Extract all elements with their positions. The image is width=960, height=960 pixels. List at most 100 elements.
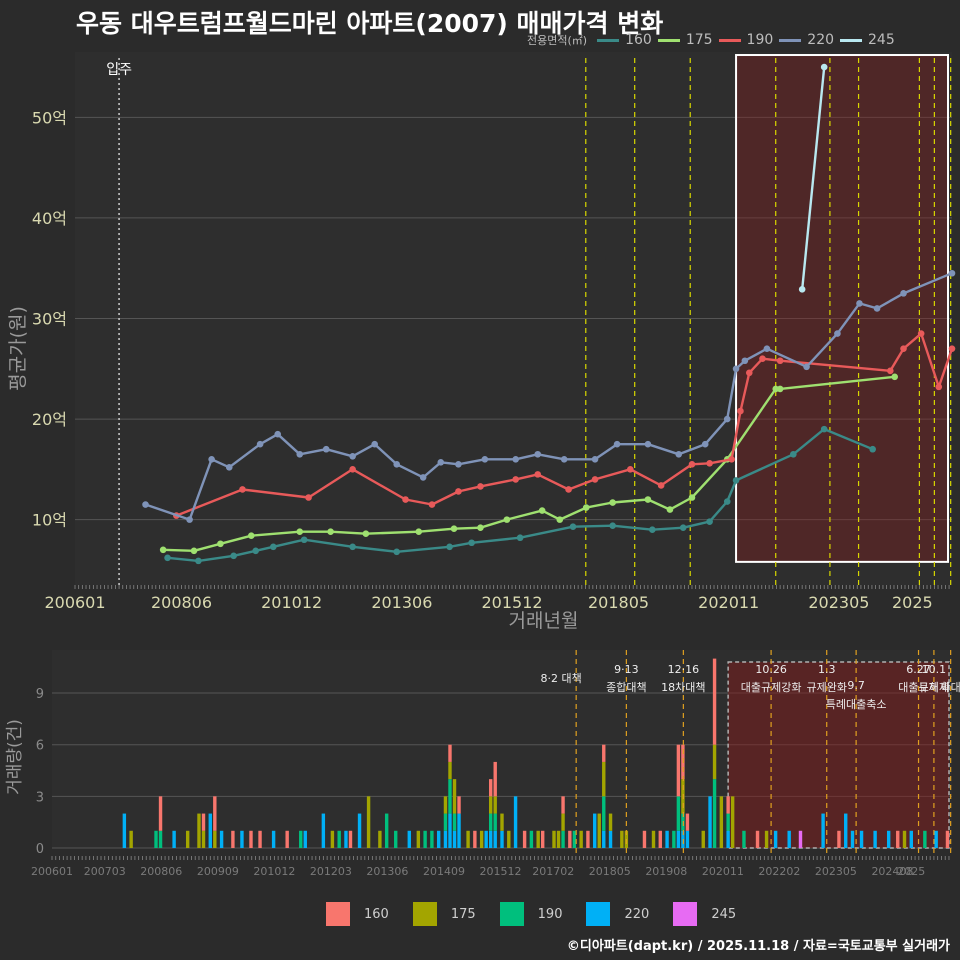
- policy-name-label: 8·2 대책: [541, 672, 582, 685]
- volume-bar-160: [522, 830, 527, 848]
- volume-bar-175: [719, 796, 724, 848]
- volume-bar-160: [258, 830, 262, 848]
- volume-bar-220: [488, 830, 493, 848]
- volume-x-tick-label: 201805: [589, 865, 631, 878]
- data-point-190: [917, 330, 925, 337]
- policy-date-label: 9·13: [614, 663, 639, 676]
- volume-bar-190: [676, 796, 681, 831]
- volume-bar-190: [529, 830, 534, 848]
- volume-bar-175: [330, 830, 335, 848]
- data-point-160: [723, 498, 731, 505]
- volume-bar-160: [837, 830, 841, 848]
- data-point-175: [247, 532, 255, 540]
- data-point-190: [728, 455, 735, 463]
- data-point-190: [512, 476, 520, 483]
- data-point-220: [741, 357, 749, 365]
- volume-y-tick-label: 6: [36, 739, 44, 754]
- volume-bar-175: [902, 830, 907, 848]
- data-point-175: [159, 546, 167, 554]
- volume-bar-175: [129, 830, 133, 848]
- volume-bar-175: [197, 813, 201, 848]
- volume-bar-190: [493, 813, 497, 831]
- volume-y-tick-label: 9: [36, 687, 44, 702]
- volume-bar-160: [755, 830, 760, 848]
- volume-bar-160: [158, 796, 163, 831]
- volume-legend-item: 190: [499, 902, 562, 926]
- size-legend-label: 175: [685, 32, 713, 48]
- size-legend-swatch: [840, 38, 863, 42]
- data-point-220: [512, 455, 520, 463]
- volume-legend-label: 175: [450, 906, 476, 922]
- data-point-175: [666, 506, 674, 513]
- price-x-tick-label: 202011: [698, 593, 759, 612]
- volume-bar-190: [742, 830, 746, 848]
- volume-bar-160: [348, 830, 353, 848]
- data-point-175: [362, 530, 370, 538]
- size-legend-label: 220: [807, 32, 835, 48]
- volume-bar-220: [172, 830, 176, 848]
- volume-bar-190: [337, 830, 341, 848]
- volume-x-tick-label: 201203: [310, 865, 352, 878]
- volume-bar-190: [154, 830, 158, 848]
- volume-bar-190: [448, 779, 452, 814]
- data-point-220: [873, 305, 881, 312]
- size-legend-label: 160: [625, 32, 652, 48]
- volume-bar-220: [602, 830, 606, 848]
- volume-bar-190: [712, 779, 717, 848]
- data-point-160: [164, 554, 171, 562]
- data-point-160: [706, 518, 713, 525]
- volume-x-tick-label: 201306: [366, 865, 408, 878]
- volume-bar-220: [407, 830, 411, 848]
- data-point-220: [560, 455, 568, 463]
- data-point-220: [322, 445, 330, 453]
- volume-bar-190: [672, 830, 676, 848]
- volume-legend-swatch: [499, 902, 524, 926]
- data-point-220: [591, 455, 599, 463]
- data-point-190: [745, 369, 753, 377]
- size-legend-item: 175: [657, 32, 713, 48]
- data-point-220: [225, 464, 233, 471]
- volume-bar-160: [685, 813, 690, 831]
- price-x-tick-label: 200806: [151, 593, 212, 612]
- volume-bar-175: [201, 830, 206, 848]
- volume-bar-160: [561, 796, 565, 814]
- volume-bar-220: [271, 830, 276, 848]
- data-point-190: [935, 383, 943, 391]
- size-legend-item: 245: [840, 32, 895, 48]
- data-point-160: [393, 548, 401, 556]
- data-point-175: [415, 528, 423, 535]
- data-point-160: [195, 557, 202, 565]
- volume-bar-175: [730, 796, 735, 848]
- policy-date-label: 9.7: [847, 679, 865, 692]
- volume-x-tick-label: 201012: [253, 865, 295, 878]
- volume-bar-160: [285, 830, 289, 848]
- data-point-160: [270, 543, 277, 551]
- volume-bar-220: [934, 830, 938, 848]
- volume-bar-175: [185, 830, 190, 848]
- data-point-220: [613, 440, 621, 448]
- data-point-160: [679, 524, 687, 531]
- volume-bar-220: [773, 830, 778, 848]
- data-point-190: [657, 482, 665, 489]
- data-point-190: [305, 494, 312, 501]
- data-point-175: [477, 524, 484, 531]
- data-point-160: [446, 543, 453, 551]
- volume-bar-190: [488, 813, 493, 831]
- volume-bar-220: [208, 813, 212, 848]
- volume-bar-220: [513, 796, 518, 848]
- volume-bar-160: [642, 830, 647, 848]
- volume-bar-175: [712, 744, 717, 780]
- volume-legend-item: 175: [412, 902, 476, 926]
- volume-bar-175: [213, 830, 217, 848]
- volume-bar-175: [488, 796, 493, 814]
- volume-bar-175: [448, 761, 452, 780]
- data-point-220: [142, 501, 149, 508]
- data-point-220: [296, 450, 304, 458]
- size-legend-label: 190: [746, 32, 774, 48]
- price-x-tick-label: 202305: [808, 593, 869, 612]
- volume-bar-160: [568, 830, 572, 848]
- data-point-160: [569, 523, 577, 530]
- data-point-160: [300, 536, 308, 544]
- volume-x-tick-label: 200703: [84, 865, 126, 878]
- volume-bar-160: [457, 796, 461, 814]
